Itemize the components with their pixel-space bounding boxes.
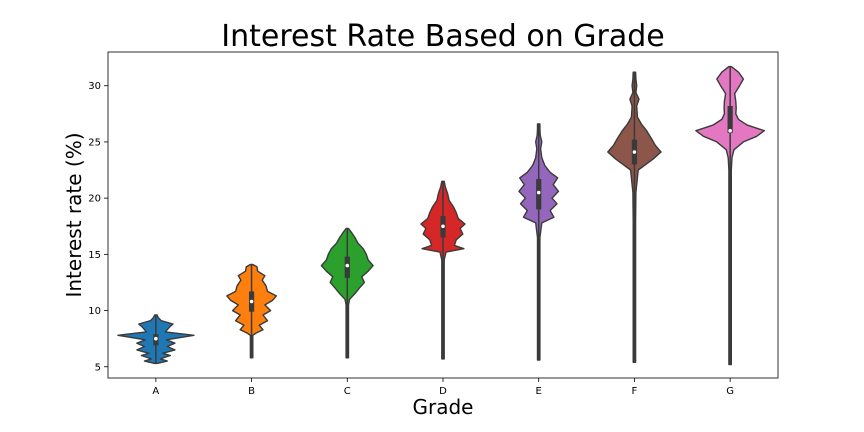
violin-grade-d: [420, 180, 466, 360]
violin-grade-b: [226, 263, 277, 359]
violin-grade-e: [518, 123, 560, 361]
x-tick-label: C: [344, 386, 351, 397]
plot-area: [117, 65, 765, 366]
violin-median-point: [632, 150, 637, 154]
x-axis-label: Grade: [413, 395, 474, 419]
x-tick-label: G: [726, 386, 734, 397]
x-tick-label: B: [248, 386, 255, 397]
violin-grade-c: [320, 227, 374, 359]
violin-median-point: [345, 263, 350, 268]
x-tick-label: A: [152, 386, 159, 397]
violin-median-point: [249, 299, 254, 304]
x-tick-label: F: [632, 386, 638, 397]
violin-median-point: [536, 190, 541, 195]
violin-iqr-box: [727, 105, 733, 133]
violin-median-point: [728, 128, 732, 133]
y-tick-label: 25: [88, 137, 101, 148]
violin-grade-g: [695, 65, 765, 366]
violin-median-point: [441, 224, 445, 229]
violin-median-point: [154, 336, 158, 341]
violin-grade-a: [117, 314, 195, 365]
x-tick-label: D: [439, 386, 447, 397]
x-axis: A B C D E F G: [152, 378, 734, 397]
y-axis: 5 10 15 20 25 30: [88, 81, 108, 373]
y-tick-label: 5: [95, 362, 101, 373]
y-axis-label: Interest rate (%): [62, 132, 86, 297]
chart-title: Interest Rate Based on Grade: [221, 19, 664, 54]
y-tick-label: 20: [88, 194, 101, 205]
y-tick-label: 30: [88, 81, 101, 92]
y-tick-label: 15: [88, 250, 101, 261]
violin-grade-f: [607, 71, 662, 363]
x-tick-label: E: [536, 386, 542, 397]
y-tick-label: 10: [88, 306, 101, 317]
